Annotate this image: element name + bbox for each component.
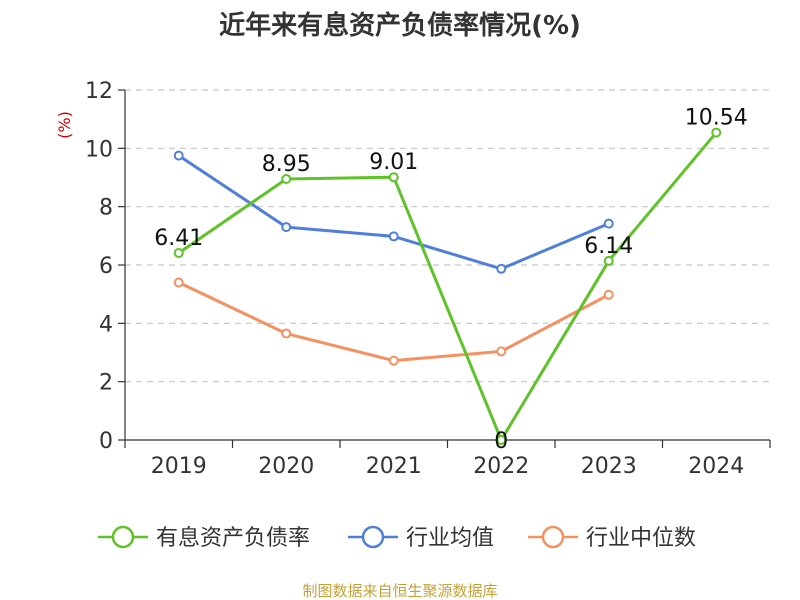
series-2 [173, 277, 614, 366]
data-point[interactable] [281, 222, 292, 233]
legend-item-0[interactable]: 有息资产负债率 [98, 525, 310, 551]
x-tick-labels: 2019 2020 2021 2022 2023 2024 [151, 454, 745, 479]
data-label: 10.54 [685, 106, 748, 131]
chart-title: 近年来有息资产负债率情况(%) [219, 10, 581, 41]
data-point[interactable] [173, 248, 184, 259]
y-tick-label: 6 [99, 254, 113, 279]
x-tick-label: 2021 [366, 454, 422, 479]
data-point[interactable] [173, 277, 184, 288]
data-label: 6.41 [154, 226, 203, 251]
x-tick-label: 2023 [581, 454, 637, 479]
legend-label: 行业均值 [406, 526, 494, 551]
y-tick-label: 12 [85, 79, 113, 104]
legend-marker [111, 525, 135, 549]
data-label: 9.01 [369, 150, 418, 175]
series-0 [173, 127, 722, 445]
series-line [177, 131, 718, 442]
y-tick-label: 4 [99, 312, 113, 337]
data-label: 8.95 [262, 152, 311, 177]
x-tick-label: 2019 [151, 454, 207, 479]
legend-item-2[interactable]: 行业中位数 [528, 525, 696, 551]
y-tick-labels: 0 2 4 6 8 10 12 [85, 79, 113, 454]
series-layer [173, 127, 722, 445]
series-line [178, 281, 610, 363]
y-tick-label: 10 [85, 137, 113, 162]
x-tick-label: 2022 [473, 454, 529, 479]
x-tick-label: 2020 [258, 454, 314, 479]
legend-item-1[interactable]: 行业均值 [348, 525, 494, 551]
y-axis-label: (%) [55, 111, 74, 139]
data-point[interactable] [496, 435, 507, 445]
legend-marker [361, 525, 385, 549]
data-point[interactable] [711, 127, 722, 138]
legend-marker [541, 525, 565, 549]
data-label: 0 [494, 429, 508, 454]
data-point[interactable] [281, 173, 292, 184]
data-point[interactable] [496, 346, 507, 357]
data-point[interactable] [388, 355, 399, 366]
grid-lines [125, 89, 770, 383]
legend[interactable]: 有息资产负债率 行业均值 行业中位数 [98, 525, 696, 551]
data-labels: 6.41 8.95 9.01 0 6.14 10.54 [154, 106, 747, 454]
data-point[interactable] [603, 289, 614, 300]
y-tick-label: 2 [99, 371, 113, 396]
source-note: 制图数据来自恒生聚源数据库 [302, 582, 497, 600]
data-point[interactable] [603, 255, 614, 266]
legend-label: 行业中位数 [586, 526, 696, 551]
y-tick-label: 0 [99, 429, 113, 454]
x-tick-label: 2024 [688, 454, 744, 479]
data-point[interactable] [281, 328, 292, 339]
data-point[interactable] [388, 172, 399, 183]
data-label: 6.14 [584, 234, 633, 259]
data-point[interactable] [496, 263, 507, 274]
data-point[interactable] [388, 231, 399, 242]
y-tick-label: 8 [99, 196, 113, 221]
legend-label: 有息资产负债率 [156, 526, 310, 551]
data-point[interactable] [603, 218, 614, 229]
data-point[interactable] [173, 150, 184, 161]
axes [118, 89, 771, 448]
